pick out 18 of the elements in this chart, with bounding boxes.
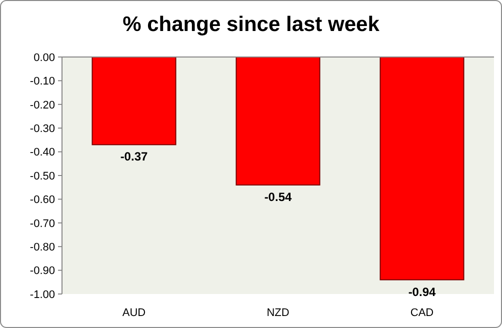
data-label: -0.37 — [120, 150, 148, 164]
y-tick-label: -0.80 — [30, 241, 55, 254]
y-tick-label: -0.30 — [30, 122, 55, 135]
chart-title: % change since last week — [122, 13, 380, 36]
x-tick-label: CAD — [410, 307, 434, 319]
y-tick-label: -0.10 — [30, 76, 55, 88]
x-tick-label: AUD — [122, 307, 146, 319]
y-tick-label: -1.00 — [30, 288, 55, 301]
y-tick-label: -0.70 — [30, 218, 55, 230]
y-tick-label: -0.90 — [30, 265, 55, 278]
y-tick-label: -0.20 — [30, 99, 55, 112]
x-tick-label: NZD — [266, 307, 290, 319]
y-tick-label: -0.60 — [30, 194, 55, 206]
data-label: -0.94 — [408, 284, 436, 299]
y-tick-label: -0.50 — [30, 170, 55, 182]
y-tick-label: 0.00 — [34, 52, 55, 64]
data-label: -0.54 — [264, 190, 292, 204]
y-tick-label: -0.40 — [30, 146, 55, 159]
